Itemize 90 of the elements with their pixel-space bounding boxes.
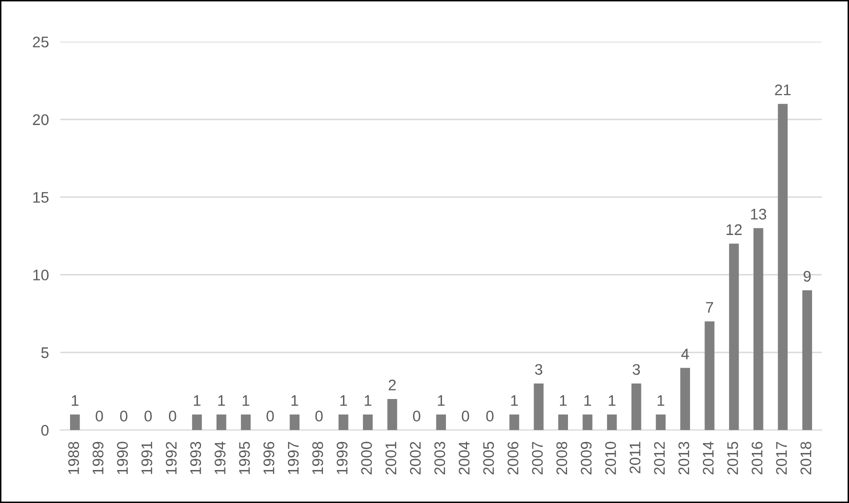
bar	[582, 414, 592, 430]
bar	[680, 368, 690, 430]
bar	[558, 414, 568, 430]
data-label: 0	[315, 410, 323, 422]
x-tick-label: 1996	[263, 442, 274, 474]
bar	[534, 383, 544, 430]
data-label: 1	[242, 395, 250, 406]
y-tick-label: 25	[32, 36, 49, 48]
data-label: 1	[608, 395, 616, 406]
data-label: 1	[584, 395, 592, 406]
y-tick-label: 5	[41, 347, 49, 358]
x-tick-label: 2004	[458, 442, 470, 474]
x-tick-label: 2001	[386, 442, 396, 474]
bar	[338, 414, 348, 430]
x-tick-label: 2013	[678, 442, 690, 474]
x-tick-label: 1995	[239, 442, 250, 474]
bar	[290, 414, 300, 430]
x-tick-label: 2009	[580, 442, 592, 474]
data-label: 9	[804, 270, 811, 282]
x-tick-label: 2008	[556, 442, 568, 474]
y-tick-label: 0	[41, 424, 49, 436]
data-label: 1	[292, 395, 298, 406]
data-label: 0	[412, 410, 420, 422]
data-label: 1	[658, 395, 664, 406]
bar	[656, 414, 666, 430]
bar	[607, 414, 617, 430]
data-label: 3	[535, 364, 542, 375]
bar	[70, 414, 80, 430]
bar	[436, 414, 446, 430]
data-label: 1	[511, 395, 518, 406]
y-tick-label: 10	[33, 270, 49, 280]
x-tick-label: 1992	[166, 442, 177, 474]
x-tick-label: 1993	[190, 442, 202, 474]
x-tick-label: 2014	[702, 442, 714, 474]
bar	[192, 414, 202, 430]
data-label: 0	[168, 410, 176, 422]
x-tick-label: 2000	[361, 442, 372, 474]
x-tick-label: 1998	[312, 442, 324, 474]
x-tick-label: 2010	[605, 442, 616, 474]
data-label: 0	[462, 410, 470, 422]
x-tick-label: 2016	[752, 442, 762, 474]
data-label: 13	[751, 208, 766, 220]
data-label: 0	[266, 410, 274, 422]
data-label: 1	[340, 395, 347, 406]
data-label: 3	[632, 364, 640, 375]
data-label: 2	[388, 380, 396, 390]
bar	[509, 414, 520, 430]
x-tick-label: 1994	[214, 442, 226, 474]
x-tick-label: 2005	[483, 442, 494, 474]
bar	[216, 414, 226, 430]
bar	[631, 383, 642, 430]
data-label: 12	[726, 224, 742, 235]
x-tick-label: 1990	[117, 442, 128, 474]
data-label: 7	[706, 302, 714, 313]
x-tick-label: 2017	[776, 442, 787, 474]
data-label: 0	[120, 410, 128, 422]
bar	[704, 321, 714, 430]
y-tick-label: 20	[32, 114, 49, 126]
x-tick-label: 1997	[288, 442, 299, 474]
x-tick-label: 2015	[727, 442, 738, 474]
x-tick-label: 2011	[630, 442, 640, 474]
data-label: 0	[486, 410, 494, 422]
bar	[387, 399, 398, 430]
x-tick-label: 1991	[141, 442, 152, 474]
data-label: 1	[194, 395, 200, 406]
x-tick-label: 2012	[654, 442, 665, 474]
data-label: 1	[218, 395, 225, 406]
data-label: 1	[438, 395, 445, 406]
data-label: 4	[681, 348, 689, 360]
y-tick-label: 15	[33, 192, 49, 203]
bar	[753, 228, 764, 430]
bar	[240, 414, 251, 430]
data-label: 1	[364, 395, 372, 406]
data-label: 21	[775, 84, 791, 96]
data-label: 1	[560, 395, 567, 406]
data-label: 0	[144, 410, 152, 422]
x-tick-label: 2007	[532, 442, 543, 474]
bar	[802, 290, 812, 430]
bar	[362, 414, 373, 430]
x-tick-label: 2018	[800, 442, 812, 474]
data-label: 1	[72, 395, 78, 406]
x-tick-label: 1999	[336, 442, 348, 474]
x-tick-label: 2006	[508, 442, 518, 474]
bar	[778, 104, 788, 430]
bar	[729, 244, 739, 430]
x-tick-label: 1989	[92, 442, 104, 474]
data-label: 0	[96, 410, 103, 422]
x-tick-label: 2003	[434, 442, 446, 474]
x-tick-label: 1988	[68, 442, 80, 474]
x-tick-label: 2002	[410, 442, 421, 474]
